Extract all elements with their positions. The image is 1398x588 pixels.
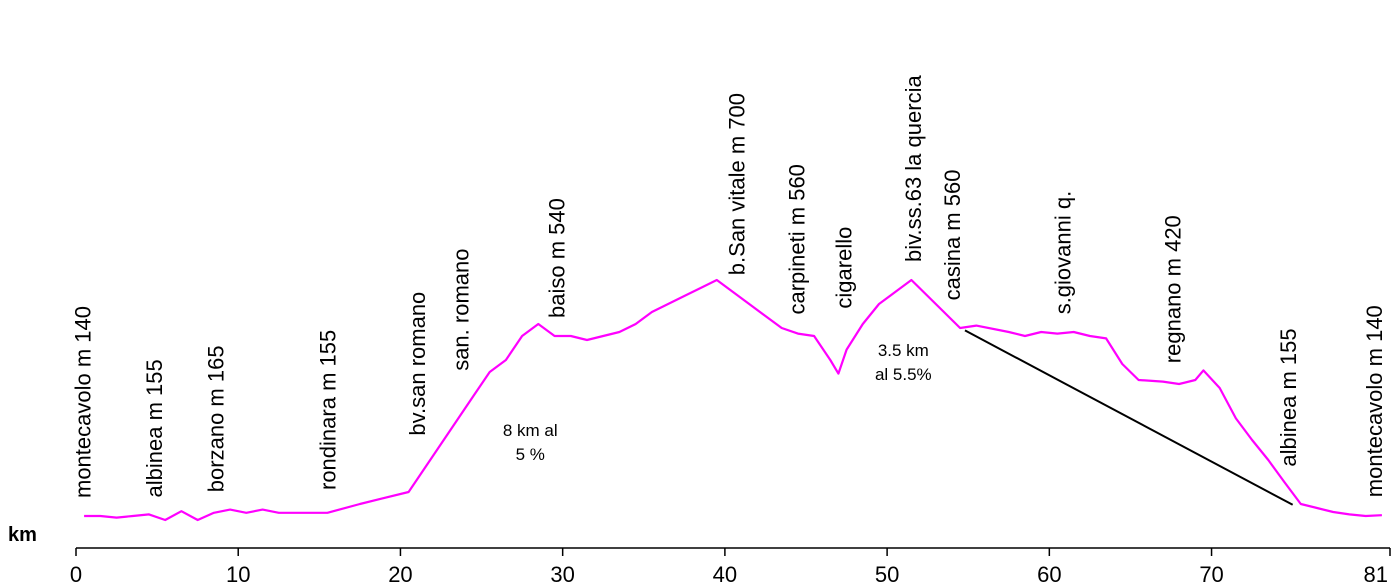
gradient-annotation: 3.5 km al 5.5% [875,341,932,384]
x-tick-label: 20 [388,562,412,587]
waypoint-label: albinea m 155 [142,359,167,497]
waypoint-label: cigarello [831,227,856,309]
waypoint-labels: montecavolo m 140 albinea m 155 borzano m … [71,75,1387,498]
annotations: 8 km al 5 % 3.5 km al 5.5% [503,341,932,464]
annotation-line: 8 km al [503,421,558,440]
waypoint-label: bv.san romano [405,292,430,436]
x-tick-label: 10 [226,562,250,587]
x-tick-label: 40 [713,562,737,587]
waypoint-label: borzano m 165 [204,345,229,492]
x-tick-label: 60 [1037,562,1061,587]
waypoint-label: rondinara m 155 [316,330,341,490]
waypoint-label: montecavolo m 140 [1362,305,1387,497]
elevation-line [84,278,1382,522]
waypoint-label: san. romano [449,249,474,371]
x-tick-label: 30 [550,562,574,587]
x-tick-label: 0 [70,562,82,587]
x-axis-label: km [8,524,37,546]
waypoint-label: casina m 560 [940,170,965,301]
annotation-line: 3.5 km [878,341,929,360]
waypoint-label: b.San vitale m 700 [724,93,749,275]
gradient-annotation: 8 km al 5 % [503,421,558,464]
x-ticks: 0 10 20 30 40 50 60 70 81 [70,548,1391,587]
waypoint-label: s.giovanni q. [1050,191,1075,315]
annotation-line: 5 % [516,445,545,464]
waypoint-label: montecavolo m 140 [71,306,96,498]
annotation-line: al 5.5% [875,365,932,384]
waypoint-label: albinea m 155 [1276,328,1301,466]
x-tick-label: 70 [1199,562,1223,587]
x-tick-label: 50 [875,562,899,587]
waypoint-label: carpineti m 560 [784,164,809,314]
waypoint-label: baiso m 540 [544,198,569,318]
x-tick-label: 81 [1364,562,1388,587]
waypoint-label: biv.ss.63 la quercia [901,75,926,262]
waypoint-label: regnano m 420 [1161,215,1186,363]
trend-line [964,329,1294,506]
